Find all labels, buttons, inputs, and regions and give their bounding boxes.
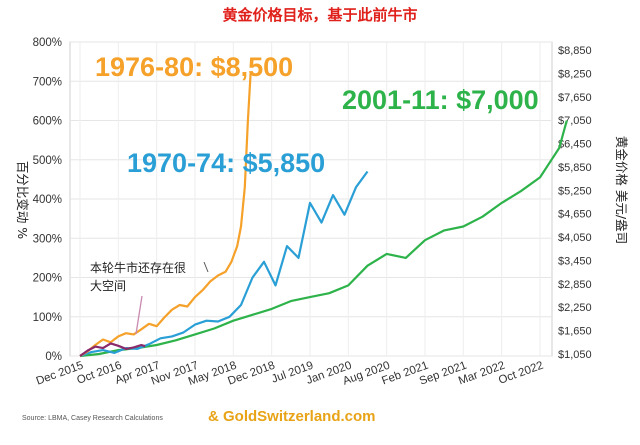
left-axis-label-text: 百分比变动 %	[15, 161, 30, 239]
left-axis-ticks: 0% 100% 200% 300% 400% 500% 600% 700% 800%	[33, 37, 62, 363]
series-1976-80-line	[79, 73, 252, 357]
annotation-1970-74: 1970-74: $5,850	[127, 148, 325, 178]
series-2001-11-line	[79, 120, 568, 358]
right-tick-label: $2,250	[558, 302, 592, 314]
series-lines	[79, 73, 568, 358]
right-axis-label: 黄金价格 美元/盎司	[614, 136, 629, 244]
brand-text: & GoldSwitzerland.com	[208, 408, 376, 425]
note-line-2: 大空间	[90, 279, 126, 293]
x-tick-label: Oct 2022	[497, 360, 545, 387]
left-tick-label: 200%	[33, 273, 62, 285]
annotation-2001-11: 2001-11: $7,000	[342, 85, 539, 115]
left-axis-label: 百分比变动 %	[15, 161, 30, 239]
left-tick-label: 600%	[33, 116, 62, 128]
right-tick-label: $8,250	[558, 68, 592, 80]
right-tick-label: $2,850	[558, 279, 592, 291]
annotation-1976-80: 1976-80: $8,500	[95, 52, 293, 82]
right-tick-label: $8,850	[558, 45, 592, 57]
right-axis-label-text: 黄金价格 美元/盎司	[614, 136, 629, 244]
right-tick-label: $4,050	[558, 232, 592, 244]
right-tick-label: $7,650	[558, 92, 592, 104]
right-tick-label: $5,250	[558, 185, 592, 197]
note-arrow	[203, 261, 209, 273]
left-tick-label: 400%	[33, 194, 62, 206]
right-tick-label: $3,450	[558, 255, 592, 267]
right-tick-label: $5,850	[558, 162, 592, 174]
series-current-line	[79, 342, 146, 357]
right-tick-label: $4,650	[558, 209, 592, 221]
left-tick-label: 0%	[45, 351, 62, 363]
right-tick-label: $1,650	[558, 326, 592, 338]
right-tick-label: $6,450	[558, 139, 592, 151]
right-tick-label: $1,050	[558, 349, 592, 361]
left-tick-label: 300%	[33, 233, 62, 245]
right-tick-label: $7,050	[558, 115, 592, 127]
left-tick-label: 700%	[33, 76, 62, 88]
note-pointer	[135, 295, 143, 335]
chart-title: 黄金价格目标，基于此前牛市	[222, 6, 417, 24]
gridlines	[70, 41, 552, 357]
left-tick-label: 800%	[33, 37, 62, 49]
left-tick-label: 100%	[33, 312, 62, 324]
right-axis-ticks: $1,050 $1,650 $2,250 $2,850 $3,450 $4,050 $4,6…	[558, 45, 592, 361]
source-note: Source: LBMA, Casey Research Calculation…	[22, 415, 163, 422]
note-line-1: 本轮牛市还存在很	[90, 260, 186, 275]
left-tick-label: 500%	[33, 155, 62, 167]
